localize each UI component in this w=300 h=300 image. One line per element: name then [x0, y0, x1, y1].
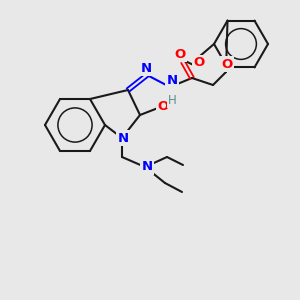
Text: N: N: [117, 131, 129, 145]
Text: N: N: [140, 61, 152, 74]
Text: O: O: [194, 56, 205, 70]
Text: O: O: [221, 58, 233, 70]
Text: O: O: [174, 47, 186, 61]
Text: O: O: [158, 100, 169, 113]
Text: H: H: [168, 94, 176, 107]
Text: N: N: [167, 74, 178, 86]
Text: N: N: [141, 160, 153, 173]
